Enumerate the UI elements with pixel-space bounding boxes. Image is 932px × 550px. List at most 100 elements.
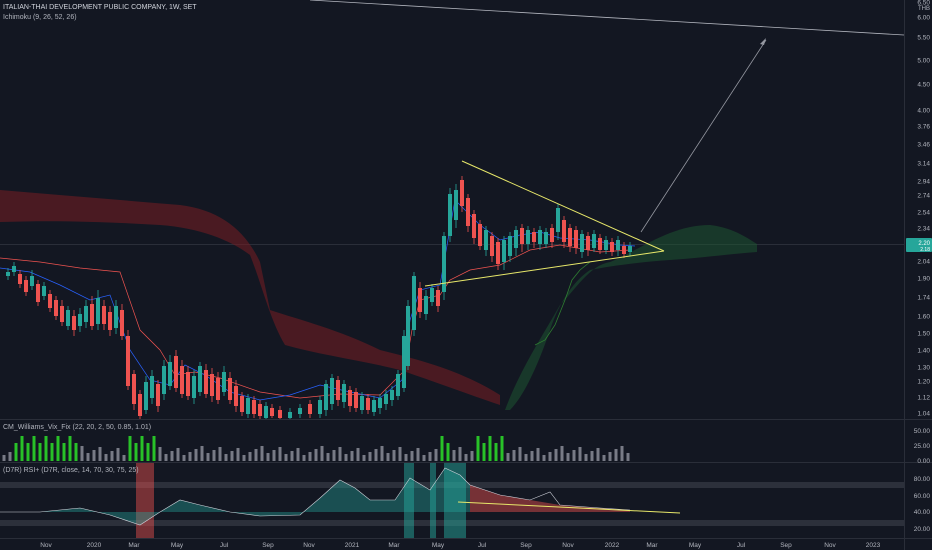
- candle-body[interactable]: [204, 370, 208, 394]
- candle-body[interactable]: [484, 230, 488, 250]
- candle-body[interactable]: [580, 234, 584, 252]
- candle-body[interactable]: [60, 306, 64, 322]
- candle-body[interactable]: [402, 336, 406, 388]
- candle-body[interactable]: [418, 288, 422, 312]
- candle-body[interactable]: [556, 208, 560, 232]
- candle-body[interactable]: [240, 396, 244, 412]
- candle-body[interactable]: [84, 306, 88, 322]
- candle-body[interactable]: [622, 246, 626, 254]
- triangle-upper-trendline[interactable]: [461, 160, 665, 252]
- candle-body[interactable]: [308, 404, 312, 414]
- candle-body[interactable]: [278, 410, 282, 418]
- candle-body[interactable]: [460, 180, 464, 206]
- candle-body[interactable]: [406, 306, 410, 366]
- projection-arrow-line[interactable]: [640, 39, 767, 233]
- candle-body[interactable]: [342, 384, 346, 402]
- candle-body[interactable]: [354, 392, 358, 408]
- price-pane[interactable]: [0, 160, 904, 420]
- vix-pane[interactable]: [2, 436, 630, 461]
- candle-body[interactable]: [114, 306, 118, 328]
- candle-body[interactable]: [330, 378, 334, 404]
- candle-body[interactable]: [180, 366, 184, 394]
- candle-body[interactable]: [610, 242, 614, 252]
- candle-body[interactable]: [508, 236, 512, 256]
- candle-body[interactable]: [252, 400, 256, 414]
- candle-body[interactable]: [12, 266, 16, 272]
- candle-body[interactable]: [6, 272, 10, 276]
- candle-body[interactable]: [538, 230, 542, 244]
- candle-body[interactable]: [234, 386, 238, 406]
- candle-body[interactable]: [36, 284, 40, 302]
- candle-body[interactable]: [472, 214, 476, 238]
- candle-body[interactable]: [246, 398, 250, 414]
- candle-body[interactable]: [466, 198, 470, 226]
- rsi-pane[interactable]: [0, 463, 904, 538]
- candle-body[interactable]: [478, 224, 482, 246]
- candle-body[interactable]: [102, 306, 106, 324]
- candle-body[interactable]: [562, 220, 566, 242]
- candle-body[interactable]: [436, 290, 440, 306]
- candle-body[interactable]: [366, 398, 370, 410]
- candle-body[interactable]: [66, 310, 70, 326]
- candle-body[interactable]: [90, 304, 94, 326]
- candle-body[interactable]: [30, 276, 34, 286]
- candle-body[interactable]: [54, 300, 58, 316]
- candle-body[interactable]: [526, 230, 530, 244]
- candle-body[interactable]: [78, 314, 82, 326]
- candle-body[interactable]: [496, 242, 500, 264]
- candle-body[interactable]: [288, 412, 292, 418]
- candle-body[interactable]: [156, 384, 160, 406]
- candle-body[interactable]: [264, 406, 268, 418]
- candle-body[interactable]: [126, 336, 130, 386]
- candle-body[interactable]: [24, 280, 28, 292]
- candle-body[interactable]: [568, 228, 572, 246]
- candle-body[interactable]: [454, 190, 458, 220]
- candle-body[interactable]: [390, 390, 394, 400]
- candle-body[interactable]: [138, 394, 142, 416]
- candle-body[interactable]: [372, 400, 376, 412]
- candle-body[interactable]: [532, 232, 536, 242]
- candle-body[interactable]: [120, 310, 124, 336]
- candle-body[interactable]: [430, 288, 434, 302]
- candle-body[interactable]: [318, 400, 322, 414]
- price-axis[interactable]: 6.50 6.00 5.50 5.00 4.50 4.00 3.76 3.46 3.14 2.94…: [906, 0, 932, 533]
- candle-body[interactable]: [442, 236, 446, 292]
- candle-body[interactable]: [604, 240, 608, 250]
- candle-body[interactable]: [210, 374, 214, 396]
- candle-body[interactable]: [96, 298, 100, 324]
- candle-body[interactable]: [360, 396, 364, 410]
- candle-body[interactable]: [270, 408, 274, 416]
- candle-body[interactable]: [144, 382, 148, 410]
- candle-body[interactable]: [378, 398, 382, 408]
- candle-body[interactable]: [198, 366, 202, 392]
- candle-body[interactable]: [628, 246, 632, 252]
- candle-body[interactable]: [550, 228, 554, 242]
- candle-body[interactable]: [544, 232, 548, 244]
- candle-body[interactable]: [412, 276, 416, 330]
- candle-body[interactable]: [514, 230, 518, 248]
- candle-body[interactable]: [42, 286, 46, 296]
- candle-body[interactable]: [424, 296, 428, 314]
- candle-body[interactable]: [192, 376, 196, 398]
- candle-body[interactable]: [108, 312, 112, 330]
- long-trendline[interactable]: [309, 0, 905, 36]
- candle-body[interactable]: [592, 234, 596, 248]
- candle-body[interactable]: [384, 394, 388, 404]
- rsi-trendline[interactable]: [457, 501, 681, 514]
- candle-body[interactable]: [574, 230, 578, 248]
- candle-body[interactable]: [132, 374, 136, 404]
- candle-body[interactable]: [186, 372, 190, 396]
- candle-body[interactable]: [448, 194, 452, 236]
- candle-body[interactable]: [174, 356, 178, 388]
- candle-body[interactable]: [348, 390, 352, 406]
- candle-body[interactable]: [598, 238, 602, 250]
- candle-body[interactable]: [520, 228, 524, 244]
- candle-body[interactable]: [298, 408, 302, 414]
- candle-body[interactable]: [502, 240, 506, 262]
- candle-body[interactable]: [336, 380, 340, 400]
- candle-body[interactable]: [168, 362, 172, 386]
- time-axis[interactable]: Nov 2020 Mar May Jul Sep Nov 2021 Mar May Jul Sep No…: [40, 542, 880, 549]
- candle-body[interactable]: [72, 316, 76, 330]
- candle-body[interactable]: [396, 374, 400, 396]
